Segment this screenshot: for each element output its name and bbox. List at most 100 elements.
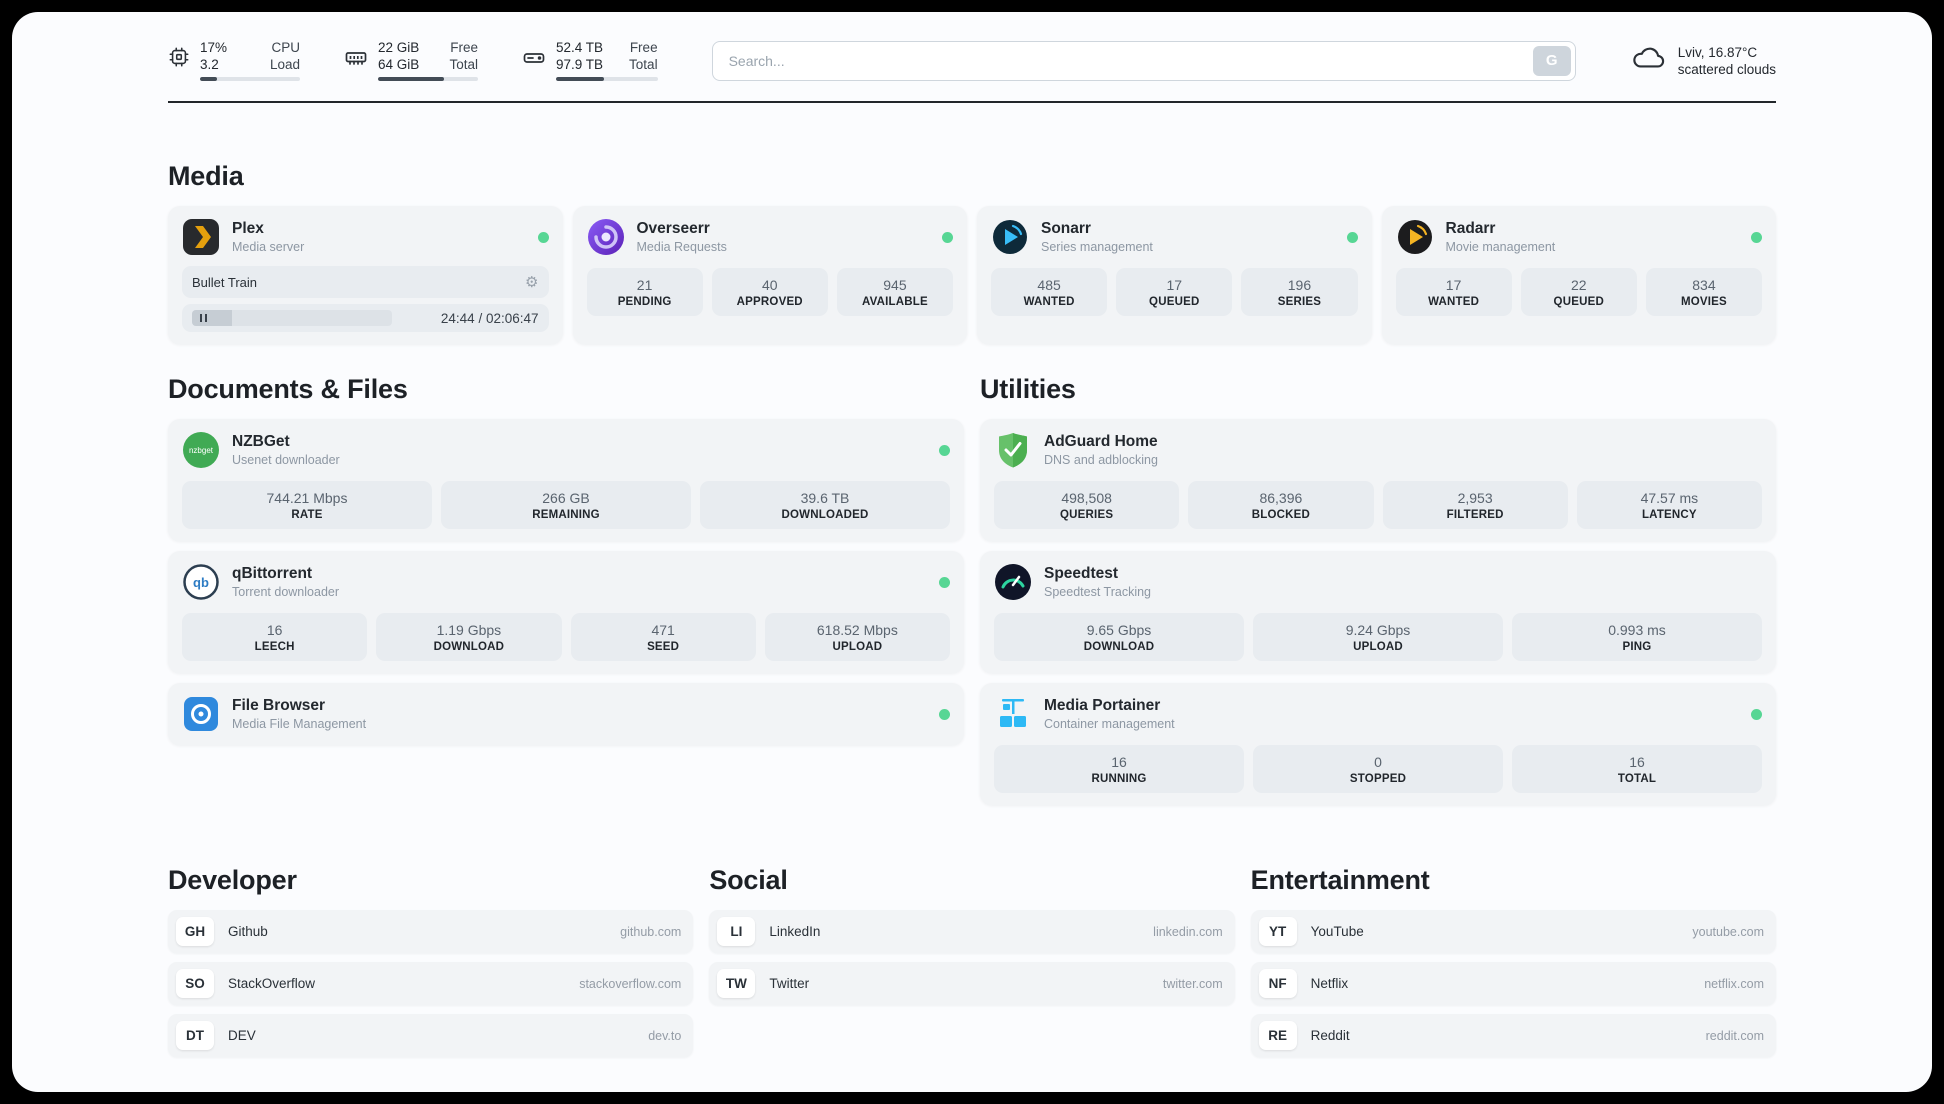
search-input[interactable] [711,40,1576,81]
stat-value: 744.21 Mbps [266,490,348,506]
storage-free-value: 52.4 TB [556,40,604,55]
qbittorrent-icon: qb [182,563,220,601]
status-online-dot [939,576,950,588]
stat-label: QUEUED [1553,296,1604,308]
search-bar: G [711,40,1576,81]
stat-tile: 17 WANTED [1395,268,1512,316]
stat-value: 9.65 Gbps [1086,622,1152,638]
storage-free-label: Free [629,40,658,55]
cpu-icon [168,46,190,68]
stat-value: 21 [636,277,653,293]
nzbget-icon: nzbget [182,431,220,469]
app-card-overseerr[interactable]: Overseerr Media Requests 21 PENDING 40 A… [572,206,967,344]
storage-progress-bar [556,77,658,81]
stat-tile: 196 SERIES [1241,268,1358,316]
bookmark-linkedin[interactable]: LI LinkedIn linkedin.com [709,910,1235,953]
stat-value: 9.24 Gbps [1345,622,1411,638]
app-card-plex[interactable]: Plex Media server Bullet Train ⚙ [168,206,563,344]
cpu-widget: 17% 3.2 CPU Load [168,40,300,81]
media-grid: Plex Media server Bullet Train ⚙ [168,206,1776,344]
entertainment-column: Entertainment YT YouTube youtube.com NF … [1250,865,1776,1066]
app-card-adguard[interactable]: AdGuard Home DNS and adblocking 498,508 … [980,419,1776,541]
bookmark-name: Twitter [769,976,810,991]
stat-label: PENDING [617,296,672,308]
bookmark-name: Netflix [1310,976,1349,991]
app-card-qbittorrent[interactable]: qb qBittorrent Torrent downloader [168,551,964,673]
playback-progress[interactable] [192,310,392,326]
disk-icon [522,46,546,70]
status-online-dot [537,231,549,243]
dashboard-page: 17% 3.2 CPU Load [12,12,1932,1092]
stat-label: RATE [291,509,323,521]
app-card-sonarr[interactable]: Sonarr Series management 485 WANTED 17 Q… [977,206,1372,344]
app-card-radarr[interactable]: Radarr Movie management 17 WANTED 22 QUE… [1381,206,1776,344]
app-subtitle: Media Requests [636,240,727,254]
bookmark-dev[interactable]: DT DEV dev.to [168,1014,694,1057]
search-engine-button[interactable]: G [1532,45,1571,76]
stat-label: UPLOAD [832,641,883,653]
bookmark-reddit[interactable]: RE Reddit reddit.com [1250,1014,1776,1057]
status-online-dot [942,231,953,243]
bookmark-name: DEV [228,1028,256,1043]
bookmark-badge: GH [176,917,214,946]
stat-value: 17 [1445,277,1462,293]
stat-label: APPROVED [736,296,803,308]
section-title-developer: Developer [168,865,297,895]
app-subtitle: Media File Management [232,717,367,731]
app-subtitle: DNS and adblocking [1044,453,1158,467]
playback-time: 24:44 / 02:06:47 [440,310,539,326]
bookmark-twitter[interactable]: TW Twitter twitter.com [709,962,1235,1005]
bookmark-badge: YT [1258,917,1297,946]
bookmark-youtube[interactable]: YT YouTube youtube.com [1250,910,1776,953]
memory-free-value: 22 GiB [378,40,420,55]
section-title-media: Media [168,161,244,191]
app-card-filebrowser[interactable]: File Browser Media File Management [168,683,964,745]
stat-value: 2,953 [1457,490,1493,506]
bookmark-netflix[interactable]: NF Netflix netflix.com [1250,962,1776,1005]
stat-label: FILTERED [1446,509,1504,521]
bookmark-url: reddit.com [1705,1028,1764,1043]
app-card-portainer[interactable]: Media Portainer Container management 16 … [980,683,1776,805]
top-bar: 17% 3.2 CPU Load [12,12,1932,81]
stat-value: 16 [1629,754,1645,770]
bookmark-url: youtube.com [1692,924,1764,939]
bookmark-url: dev.to [648,1028,682,1043]
header-divider [168,101,1776,103]
stat-tile: 1.19 Gbps DOWNLOAD [376,613,562,661]
bookmark-github[interactable]: GH Github github.com [168,910,694,953]
stat-value: 618.52 Mbps [816,622,898,638]
bookmark-badge: TW [717,969,756,998]
stat-label: QUEUED [1149,296,1200,308]
pause-icon[interactable] [200,314,207,322]
stat-tile: 266 GB REMAINING [441,481,691,529]
bookmark-name: YouTube [1310,924,1364,939]
stat-value: 834 [1692,277,1716,293]
weather-widget[interactable]: Lviv, 16.87°C scattered clouds [1630,44,1776,77]
stat-tile: 21 PENDING [586,268,703,316]
bookmark-badge: LI [717,917,756,946]
stat-tile: 0 STOPPED [1253,745,1503,793]
app-card-nzbget[interactable]: nzbget NZBGet Usenet downloader 74 [168,419,964,541]
stat-tile: 2,953 FILTERED [1382,481,1568,529]
storage-total-value: 97.9 TB [556,57,604,72]
app-subtitle: Media server [232,240,305,254]
stat-label: DOWNLOAD [433,641,505,653]
bookmark-stackoverflow[interactable]: SO StackOverflow stackoverflow.com [168,962,694,1005]
stat-value: 17 [1166,277,1183,293]
stat-value: 1.19 Gbps [436,622,502,638]
stat-label: DOWNLOADED [781,509,869,521]
app-name: Speedtest [1044,565,1119,582]
app-subtitle: Torrent downloader [232,585,340,599]
stat-tile: 0.993 ms PING [1512,613,1762,661]
stat-value: 945 [883,277,907,293]
weather-condition: scattered clouds [1677,61,1776,77]
bookmark-url: github.com [620,924,682,939]
stat-value: 47.57 ms [1640,490,1699,506]
stat-tile: 485 WANTED [991,268,1108,316]
gear-icon[interactable]: ⚙ [525,273,539,291]
stat-label: MOVIES [1680,296,1727,308]
utilities-column: Utilities [980,374,1776,805]
section-title-documents: Documents & Files [168,374,408,404]
app-card-speedtest[interactable]: Speedtest Speedtest Tracking 9.65 Gbps D… [980,551,1776,673]
stat-label: REMAINING [532,509,600,521]
